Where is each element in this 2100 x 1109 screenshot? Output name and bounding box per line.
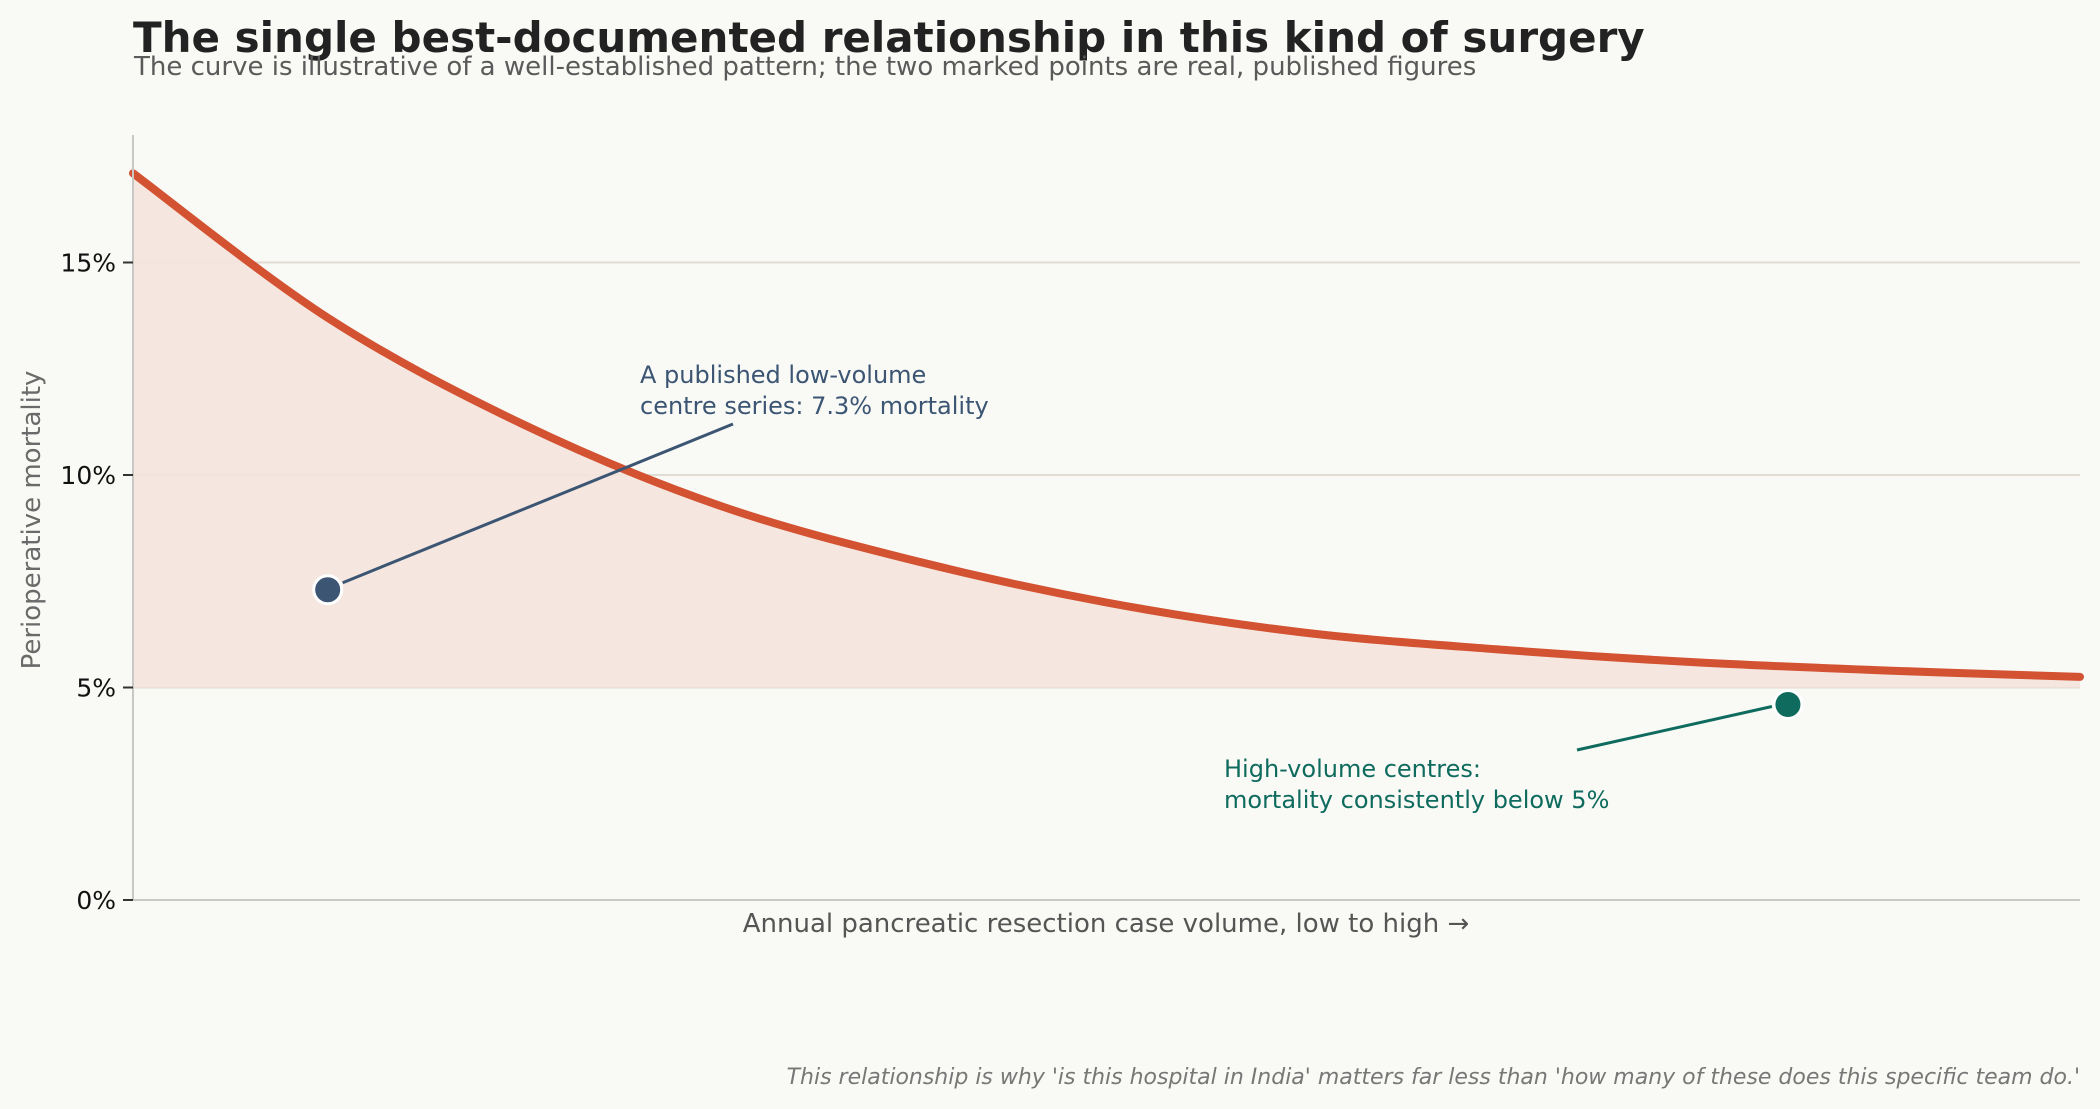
low-volume-point — [312, 574, 344, 606]
area-fill — [133, 173, 2080, 688]
annotation-low-volume-line: centre series: 7.3% mortality — [640, 392, 989, 420]
leader-line-low-volume — [342, 422, 734, 585]
y-tick-label: 10% — [60, 461, 116, 490]
y-axis-label: Perioperative mortality — [17, 371, 47, 670]
y-tick-label: 15% — [60, 249, 116, 278]
y-tick-label: 5% — [76, 674, 116, 703]
leader-line-high-volume — [1576, 705, 1773, 752]
footnote: This relationship is why 'is this hospit… — [787, 1065, 2080, 1090]
annotation-low-volume-line: A published low-volume — [640, 361, 926, 389]
annotation-high-volume-line: mortality consistently below 5% — [1224, 786, 1609, 814]
mortality-curve — [129, 169, 2084, 681]
high-volume-point — [1772, 689, 1804, 720]
chart-subtitle: The curve is illustrative of a well-esta… — [133, 52, 1476, 82]
axes: 0% 5% 10% 15% — [60, 135, 2080, 915]
curve-area — [133, 173, 2080, 688]
chart-title: The single best-documented relationship … — [133, 13, 1645, 62]
annotation-high-volume-line: High-volume centres: — [1224, 755, 1481, 783]
curve — [129, 169, 2084, 681]
y-tick-label: 0% — [76, 886, 116, 915]
annotations: A published low-volume centre series: 7.3… — [312, 361, 1804, 814]
x-axis-label: Annual pancreatic resection case volume,… — [743, 909, 1470, 939]
